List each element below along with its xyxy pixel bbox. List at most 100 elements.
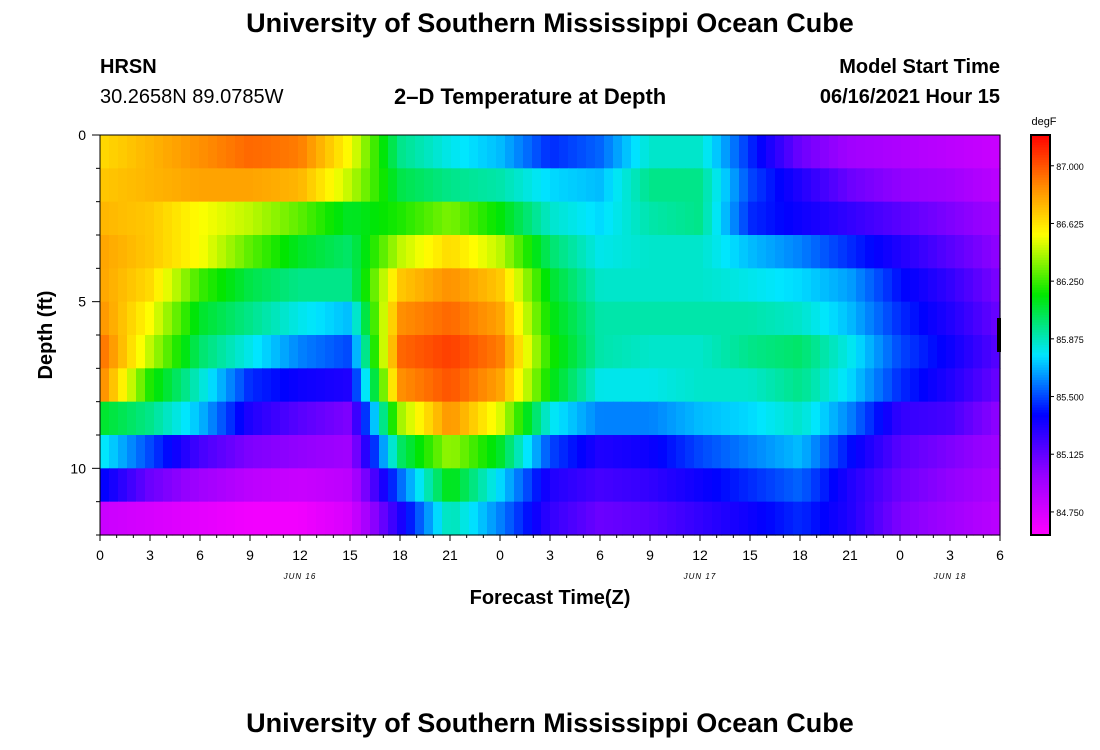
heatmap-cell — [469, 235, 479, 269]
y-tick-label: 10 — [70, 460, 86, 476]
heatmap-cell — [982, 301, 992, 336]
heatmap-cell — [334, 168, 344, 203]
heatmap-cell — [136, 301, 146, 336]
heatmap-cell — [154, 501, 164, 536]
heatmap-cell — [712, 268, 722, 303]
heatmap-cell — [865, 401, 875, 436]
heatmap-cell — [460, 168, 470, 203]
heatmap-cell — [334, 401, 344, 436]
heatmap-cell — [298, 301, 308, 336]
heatmap-cell — [928, 335, 938, 369]
heatmap-cell — [334, 301, 344, 336]
colorbar-segment — [1031, 285, 1050, 289]
heatmap-cell — [316, 501, 326, 536]
heatmap-cell — [667, 368, 677, 403]
colorbar-segment — [1031, 270, 1050, 274]
heatmap-cell — [928, 201, 938, 236]
heatmap-cell — [820, 268, 830, 303]
heatmap-cell — [982, 135, 992, 169]
heatmap-cell — [829, 301, 839, 336]
heatmap-cell — [262, 501, 272, 536]
heatmap-cell — [334, 368, 344, 403]
heatmap-cell — [829, 468, 839, 503]
heatmap-cell — [532, 235, 542, 269]
heatmap-cell — [775, 468, 785, 503]
heatmap-cell — [334, 268, 344, 303]
colorbar-label: 84.750 — [1056, 508, 1084, 518]
heatmap-cell — [460, 335, 470, 369]
heatmap-cell — [127, 168, 137, 203]
heatmap-cell — [676, 268, 686, 303]
heatmap-cell — [541, 468, 551, 503]
heatmap-cell — [604, 235, 614, 269]
heatmap-cell — [532, 435, 542, 469]
heatmap-cell — [730, 401, 740, 436]
colorbar-segment — [1031, 520, 1050, 524]
heatmap-cell — [577, 368, 587, 403]
heatmap-cell — [307, 435, 317, 469]
heatmap-cell — [820, 435, 830, 469]
heatmap-cell — [631, 335, 641, 369]
heatmap-cell — [631, 501, 641, 536]
colorbar-segment — [1031, 442, 1050, 446]
heatmap-cell — [910, 468, 920, 503]
heatmap-cell — [307, 468, 317, 503]
heatmap-cell — [838, 501, 848, 536]
colorbar-segment — [1031, 195, 1050, 199]
heatmap-cell — [784, 501, 794, 536]
colorbar-segment — [1031, 397, 1050, 401]
heatmap-cell — [388, 135, 398, 169]
heatmap-cell — [955, 301, 965, 336]
heatmap-cell — [541, 301, 551, 336]
heatmap-cell — [631, 168, 641, 203]
heatmap-cell — [937, 135, 947, 169]
heatmap-cell — [514, 168, 524, 203]
heatmap-cell — [955, 401, 965, 436]
heatmap-cell — [712, 335, 722, 369]
colorbar-segment — [1031, 170, 1050, 174]
heatmap-cell — [163, 368, 173, 403]
heatmap-cell — [550, 501, 560, 536]
heatmap-cell — [451, 468, 461, 503]
heatmap-cell — [721, 201, 731, 236]
heatmap-cell — [217, 201, 227, 236]
heatmap-cell — [361, 301, 371, 336]
heatmap-cell — [226, 268, 236, 303]
heatmap-cell — [748, 201, 758, 236]
heatmap-cell — [262, 335, 272, 369]
heatmap-cell — [865, 168, 875, 203]
heatmap-cell — [649, 135, 659, 169]
heatmap-cell — [163, 435, 173, 469]
heatmap-cell — [775, 501, 785, 536]
heatmap-cell — [442, 168, 452, 203]
heatmap-cell — [172, 468, 182, 503]
heatmap-cell — [289, 435, 299, 469]
heatmap-cell — [388, 168, 398, 203]
heatmap-cell — [568, 501, 578, 536]
heatmap-cell — [784, 368, 794, 403]
heatmap-cell — [712, 135, 722, 169]
heatmap-cell — [703, 501, 713, 536]
heatmap-cell — [226, 335, 236, 369]
heatmap-cell — [505, 468, 515, 503]
heatmap-cell — [532, 501, 542, 536]
colorbar-segment — [1031, 467, 1050, 471]
heatmap-cell — [541, 435, 551, 469]
heatmap-cell — [325, 135, 335, 169]
heatmap-cell — [397, 135, 407, 169]
heatmap-cell — [577, 435, 587, 469]
heatmap-cell — [982, 501, 992, 536]
heatmap-cell — [352, 401, 362, 436]
heatmap-cell — [226, 301, 236, 336]
heatmap-cell — [154, 468, 164, 503]
heatmap-cell — [136, 435, 146, 469]
heatmap-cell — [100, 135, 110, 169]
colorbar-segment — [1031, 395, 1050, 399]
heatmap-cell — [955, 368, 965, 403]
heatmap-cell — [172, 135, 182, 169]
heatmap-cell — [874, 468, 884, 503]
heatmap-cell — [181, 368, 191, 403]
colorbar-segment — [1031, 210, 1050, 214]
heatmap-cell — [694, 501, 704, 536]
heatmap-cell — [856, 368, 866, 403]
